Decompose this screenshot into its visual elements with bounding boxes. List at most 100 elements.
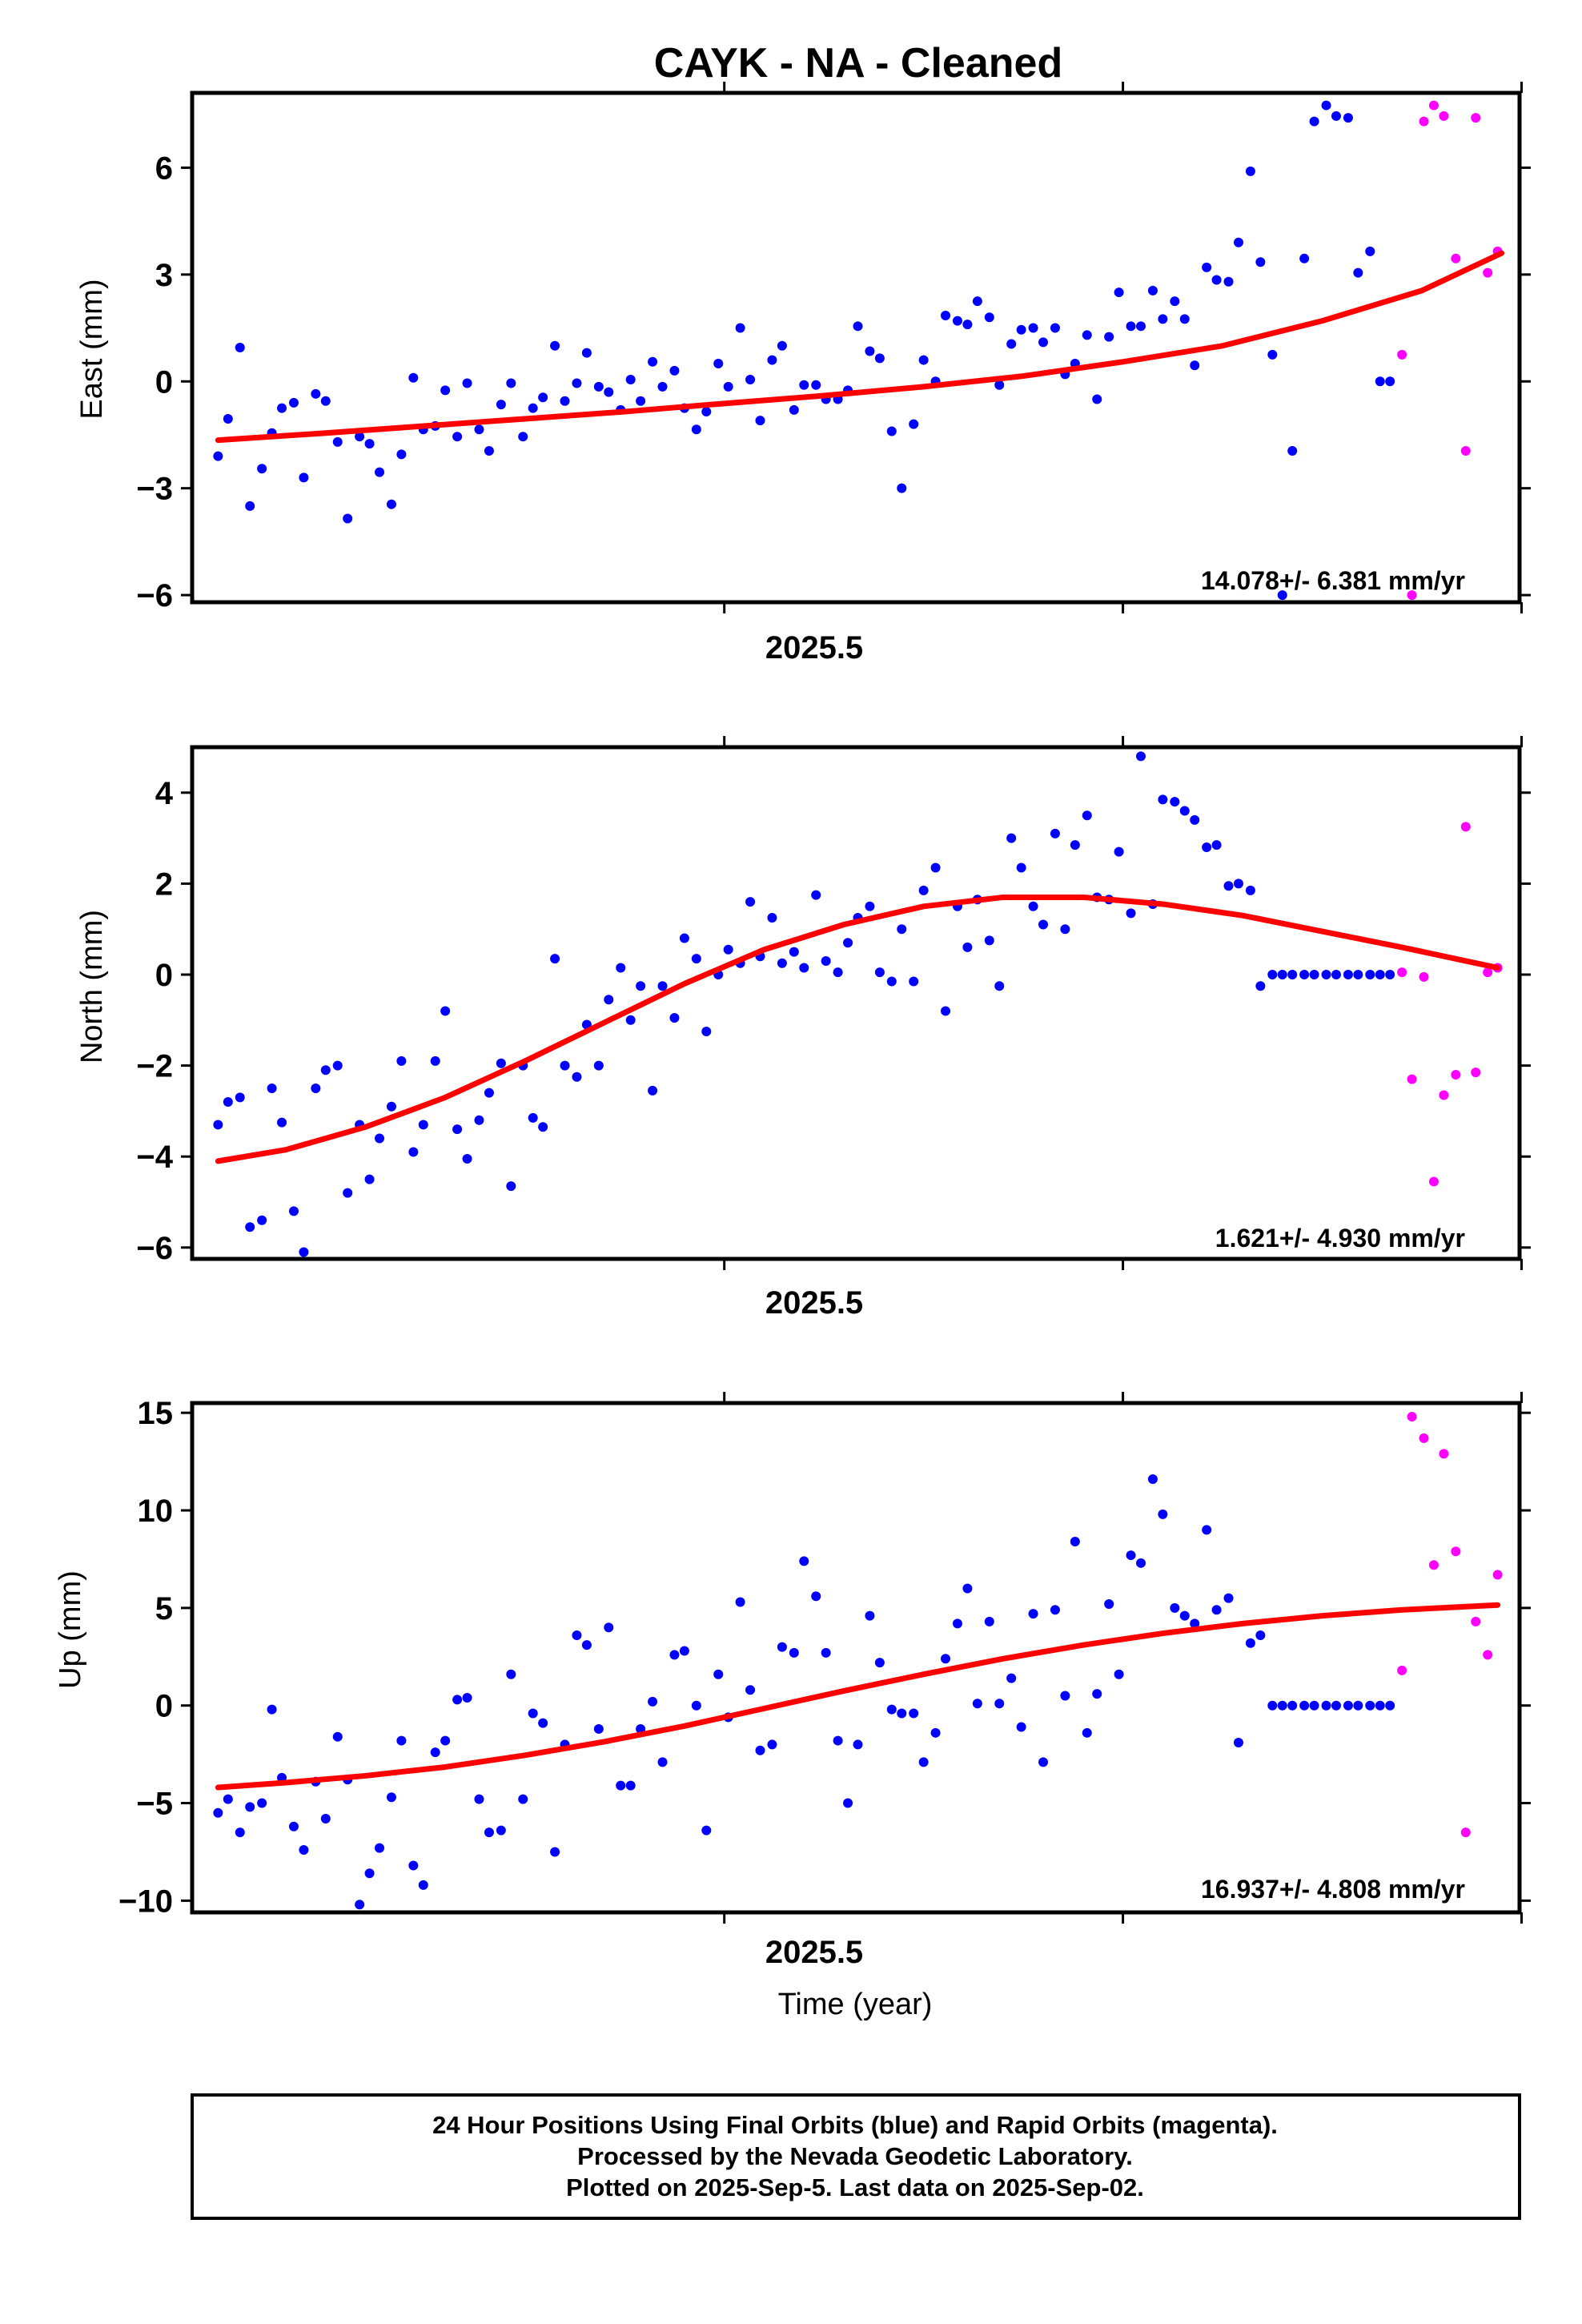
east-final-orbit-point xyxy=(452,432,463,442)
north-final-orbit-point xyxy=(604,995,614,1005)
north-final-orbit-point xyxy=(213,1120,223,1130)
east-y-tick-label: −6 xyxy=(136,578,173,613)
up-rapid-orbit-point xyxy=(1397,1665,1407,1675)
east-final-orbit-point xyxy=(1190,360,1200,371)
east-final-orbit-point xyxy=(962,320,973,330)
up-final-orbit-point xyxy=(396,1735,407,1746)
north-final-orbit-point xyxy=(1309,970,1319,979)
up-final-orbit-point xyxy=(430,1747,440,1758)
north-final-orbit-point xyxy=(430,1055,440,1066)
up-final-orbit-point xyxy=(1245,1638,1255,1648)
east-rapid-orbit-point xyxy=(1451,253,1461,263)
up-final-orbit-point xyxy=(853,1739,863,1750)
east-panel: −6 −3 0 3 6 xyxy=(136,82,1531,613)
north-final-orbit-point xyxy=(462,1154,472,1164)
up-final-orbit-point xyxy=(1050,1605,1060,1615)
up-final-orbit-point xyxy=(1353,1700,1363,1711)
north-final-orbit-point xyxy=(418,1120,428,1130)
up-final-orbit-point xyxy=(440,1735,451,1746)
up-final-orbit-point xyxy=(941,1654,951,1664)
up-final-orbit-point xyxy=(799,1556,809,1566)
north-rapid-orbit-point xyxy=(1407,1074,1417,1084)
north-final-orbit-point xyxy=(1170,797,1180,807)
up-final-orbit-point xyxy=(572,1630,582,1640)
north-final-orbit-point xyxy=(440,1006,451,1016)
east-final-orbit-point xyxy=(941,310,951,320)
up-final-orbit-point xyxy=(223,1794,233,1804)
north-final-orbit-point xyxy=(1016,862,1026,873)
east-final-orbit-point xyxy=(1211,275,1222,285)
east-final-orbit-point xyxy=(299,472,309,483)
footer-line-2: Processed by the Nevada Geodetic Laborat… xyxy=(577,2142,1133,2170)
up-final-orbit-point xyxy=(550,1847,560,1857)
footer-line-3: Plotted on 2025-Sep-5. Last data on 2025… xyxy=(566,2173,1144,2201)
up-final-orbit-point xyxy=(843,1798,853,1808)
up-final-orbit-point xyxy=(1321,1700,1331,1711)
north-final-orbit-point xyxy=(886,976,897,987)
north-final-orbit-point xyxy=(984,935,994,946)
north-final-orbit-point xyxy=(1287,970,1298,979)
east-final-orbit-point xyxy=(669,365,680,376)
east-y-tick-label: −3 xyxy=(136,472,173,507)
up-final-orbit-point xyxy=(593,1723,604,1734)
up-plot-area xyxy=(213,1412,1503,1910)
up-frame xyxy=(190,1401,1522,1915)
north-final-orbit-point xyxy=(1321,970,1331,979)
east-final-orbit-point xyxy=(853,321,863,332)
up-final-orbit-point xyxy=(972,1699,982,1709)
north-final-orbit-point xyxy=(343,1188,353,1198)
north-final-orbit-point xyxy=(1233,879,1243,889)
up-final-orbit-point xyxy=(616,1780,626,1791)
north-final-orbit-point xyxy=(930,862,941,873)
north-final-orbit-point xyxy=(528,1112,538,1123)
up-y-tick-label: −5 xyxy=(136,1787,173,1822)
north-final-orbit-point xyxy=(1299,970,1310,979)
east-final-orbit-point xyxy=(277,403,287,413)
east-final-orbit-point xyxy=(1147,285,1158,296)
up-final-orbit-point xyxy=(288,1821,299,1831)
north-final-orbit-point xyxy=(1375,970,1385,979)
up-final-orbit-point xyxy=(1135,1558,1146,1568)
up-final-orbit-point xyxy=(1082,1727,1092,1738)
figure-title: CAYK - NA - Cleaned xyxy=(654,40,1062,86)
east-final-orbit-point xyxy=(257,464,267,474)
north-final-orbit-point xyxy=(1028,901,1038,911)
east-final-orbit-point xyxy=(657,381,668,392)
north-final-orbit-point xyxy=(235,1092,245,1103)
east-final-orbit-point xyxy=(1375,376,1385,387)
north-final-orbit-point xyxy=(941,1006,951,1016)
north-final-orbit-point xyxy=(1135,751,1146,762)
up-fit-line xyxy=(215,1602,1501,1791)
up-final-orbit-point xyxy=(755,1745,765,1755)
up-rapid-orbit-point xyxy=(1492,1570,1503,1580)
up-final-orbit-point xyxy=(320,1814,331,1824)
east-final-orbit-point xyxy=(496,400,506,410)
north-final-orbit-point xyxy=(1223,881,1234,891)
up-final-orbit-point xyxy=(355,1900,365,1910)
east-final-orbit-point xyxy=(909,419,919,429)
up-final-orbit-point xyxy=(679,1646,689,1656)
north-final-orbit-point xyxy=(506,1181,516,1192)
east-final-orbit-point xyxy=(1135,321,1146,332)
east-y-tick-label: 0 xyxy=(155,364,173,400)
east-final-orbit-point xyxy=(355,432,365,442)
north-final-orbit-point xyxy=(386,1101,396,1112)
north-final-orbit-point xyxy=(572,1072,582,1082)
east-final-orbit-point xyxy=(1082,330,1092,340)
north-y-tick-label: −4 xyxy=(136,1140,173,1175)
north-final-orbit-point xyxy=(593,1060,604,1071)
east-final-orbit-point xyxy=(593,381,604,392)
east-final-orbit-point xyxy=(396,449,407,460)
north-final-orbit-point xyxy=(396,1055,407,1066)
north-final-orbit-point xyxy=(843,938,853,948)
east-final-orbit-point xyxy=(1170,296,1180,307)
north-final-orbit-point xyxy=(364,1174,375,1184)
east-final-orbit-point xyxy=(462,378,472,388)
north-final-orbit-point xyxy=(1114,846,1124,857)
east-final-orbit-point xyxy=(1343,113,1353,123)
up-final-orbit-point xyxy=(375,1843,385,1853)
north-final-orbit-point xyxy=(1202,842,1212,852)
east-rapid-orbit-point xyxy=(1419,116,1429,127)
up-final-orbit-point xyxy=(496,1825,506,1835)
east-final-orbit-point xyxy=(213,451,223,461)
